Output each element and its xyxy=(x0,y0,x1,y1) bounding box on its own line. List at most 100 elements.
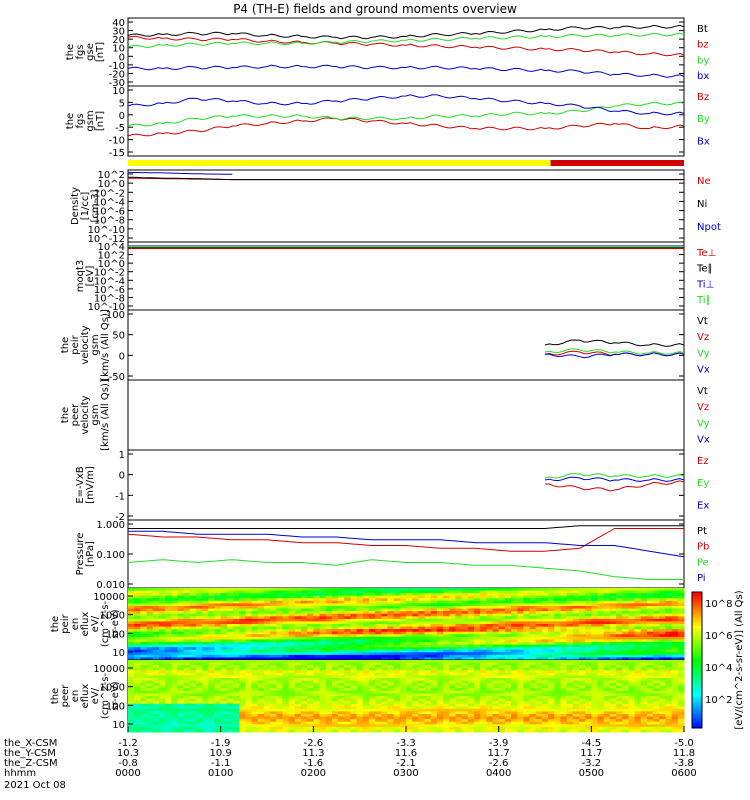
heatmap-cell xyxy=(344,698,351,702)
heatmap-cell xyxy=(300,706,308,710)
heatmap-cell xyxy=(331,624,339,628)
heatmap-cell xyxy=(202,693,209,697)
heatmap-cell xyxy=(541,618,549,622)
heatmap-cell xyxy=(239,672,246,676)
heatmap-cell xyxy=(202,680,209,684)
heatmap-cell xyxy=(622,593,629,597)
heatmap-cell xyxy=(677,618,685,622)
heatmap-cell xyxy=(183,706,191,710)
heatmap-cell xyxy=(443,598,450,602)
y-tick-label: 100 xyxy=(106,629,125,640)
heatmap-cell xyxy=(535,636,543,640)
heatmap-cell xyxy=(226,680,234,684)
heatmap-cell xyxy=(325,621,333,625)
heatmap-cell xyxy=(195,667,203,671)
heatmap-cell xyxy=(671,611,679,615)
heatmap-cell xyxy=(195,588,203,592)
heatmap-cell xyxy=(406,675,413,679)
heatmap-cell xyxy=(263,662,271,666)
y-tick-label: 10 xyxy=(112,648,125,659)
heatmap-cell xyxy=(171,662,178,666)
heatmap-cell xyxy=(634,683,642,687)
heatmap-cell xyxy=(659,665,666,669)
heatmap-cell xyxy=(443,613,450,617)
heatmap-cell xyxy=(653,688,660,692)
heatmap-cell xyxy=(517,618,524,622)
heatmap-cell xyxy=(449,680,456,684)
heatmap-cell xyxy=(189,649,197,653)
heatmap-cell xyxy=(443,629,450,633)
heatmap-cell xyxy=(195,657,203,661)
heatmap-cell xyxy=(128,683,135,687)
heatmap-cell xyxy=(300,716,308,720)
heatmap-cell xyxy=(628,611,636,615)
heatmap-cell xyxy=(140,701,148,705)
heatmap-cell xyxy=(146,600,154,604)
heatmap-cell xyxy=(226,611,234,615)
heatmap-cell xyxy=(498,603,506,607)
heatmap-cell xyxy=(449,647,456,651)
heatmap-cell xyxy=(603,608,611,612)
heatmap-cell xyxy=(208,593,215,597)
heatmap-cell xyxy=(628,693,636,697)
heatmap-cell xyxy=(158,688,166,692)
heatmap-cell xyxy=(288,624,296,628)
heatmap-cell xyxy=(646,675,654,679)
heatmap-cell xyxy=(202,636,209,640)
heatmap-cell xyxy=(152,714,160,718)
heatmap-cell xyxy=(165,588,172,592)
heatmap-cell xyxy=(146,711,154,715)
heatmap-cell xyxy=(646,714,654,718)
heatmap-cell xyxy=(603,714,611,718)
heatmap-cell xyxy=(128,595,135,599)
heatmap-cell xyxy=(134,657,141,661)
heatmap-cell xyxy=(467,613,475,617)
series-line xyxy=(127,176,684,181)
heatmap-cell xyxy=(406,698,413,702)
heatmap-cell xyxy=(572,644,580,648)
heatmap-cell xyxy=(208,611,215,615)
heatmap-cell xyxy=(140,672,148,676)
heatmap-cell xyxy=(412,631,419,635)
heatmap-cell xyxy=(202,621,209,625)
heatmap-cell xyxy=(616,590,623,594)
heatmap-cell xyxy=(436,688,444,692)
heatmap-cell xyxy=(535,667,543,671)
heatmap-cell xyxy=(313,693,321,697)
heatmap-cell xyxy=(257,719,265,723)
heatmap-cell xyxy=(406,683,413,687)
heatmap-cell xyxy=(171,716,178,720)
heatmap-cell xyxy=(381,649,388,653)
heatmap-cell xyxy=(572,685,580,689)
heatmap-cell xyxy=(128,675,135,679)
heatmap-cell xyxy=(288,600,296,604)
heatmap-cell xyxy=(171,631,178,635)
heatmap-cell xyxy=(511,662,518,666)
heatmap-cell xyxy=(344,621,351,625)
heatmap-cell xyxy=(578,608,586,612)
heatmap-cell xyxy=(393,621,401,625)
heatmap-cell xyxy=(418,660,426,664)
heatmap-cell xyxy=(177,654,185,658)
heatmap-cell xyxy=(368,721,376,725)
heatmap-cell xyxy=(473,703,481,707)
heatmap-cell xyxy=(659,624,666,628)
heatmap-cell xyxy=(208,642,215,646)
heatmap-cell xyxy=(585,683,592,687)
heatmap-cell xyxy=(251,696,259,700)
heatmap-cell xyxy=(134,608,141,612)
heatmap-cell xyxy=(665,719,673,723)
heatmap-cell xyxy=(399,654,407,658)
heatmap-cell xyxy=(492,626,500,630)
heatmap-cell xyxy=(393,608,401,612)
heatmap-cell xyxy=(597,688,605,692)
heatmap-cell xyxy=(393,618,401,622)
heatmap-cell xyxy=(412,701,419,705)
heatmap-cell xyxy=(578,616,586,620)
heatmap-cell xyxy=(449,606,456,610)
heatmap-cell xyxy=(609,698,617,702)
heatmap-cell xyxy=(640,714,648,718)
heatmap-cell xyxy=(257,703,265,707)
heatmap-cell xyxy=(430,631,438,635)
heatmap-cell xyxy=(597,611,605,615)
